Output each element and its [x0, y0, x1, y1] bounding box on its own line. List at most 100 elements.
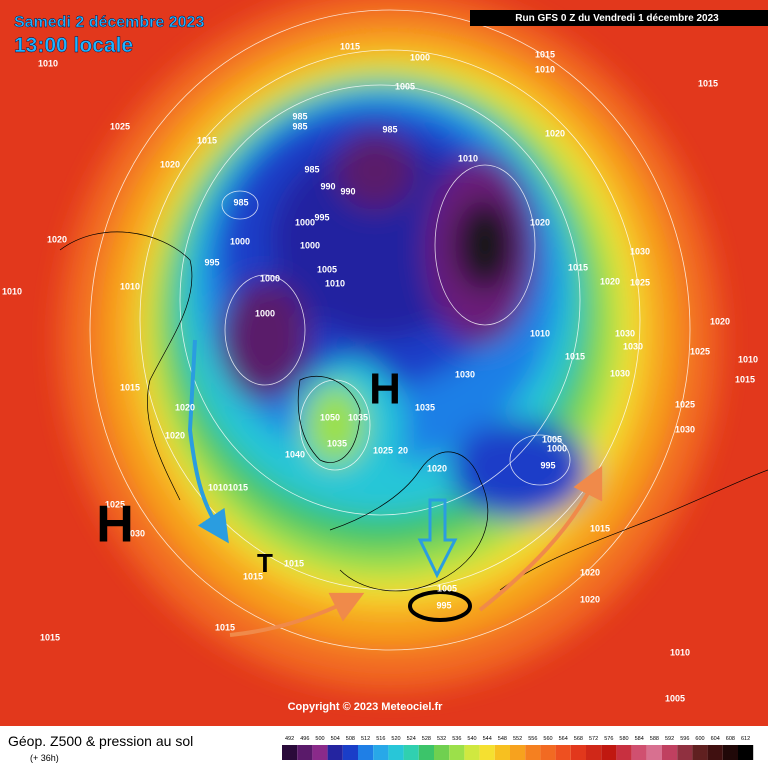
- pressure-label: 995: [436, 600, 451, 610]
- scale-swatch: [707, 745, 723, 760]
- scale-swatch: [555, 745, 571, 760]
- scale-swatch: [540, 745, 556, 760]
- scale-swatch: [616, 745, 632, 760]
- geopotential-field: [60, 0, 720, 690]
- pressure-label: 1030: [623, 341, 643, 351]
- scale-label: 576: [604, 736, 613, 742]
- pressure-label: 1015: [284, 558, 304, 568]
- pressure-label: 1010: [120, 281, 140, 291]
- pressure-label: 990: [320, 181, 335, 191]
- pressure-label: 1030: [615, 328, 635, 338]
- pressure-system: H: [369, 365, 401, 414]
- pressure-label: 1020: [175, 402, 195, 412]
- pressure-label: 1030: [675, 424, 695, 434]
- scale-label: 492: [285, 736, 294, 742]
- pressure-label: 1020: [427, 463, 447, 473]
- pressure-label: 985: [382, 124, 397, 134]
- scale-label: 532: [437, 736, 446, 742]
- scale-label: 580: [619, 736, 628, 742]
- pressure-label: 1025: [373, 445, 393, 455]
- footer-lead: (+ 36h): [30, 753, 59, 763]
- scale-label: 528: [422, 736, 431, 742]
- pressure-label: 1005: [542, 434, 562, 444]
- run-banner: [470, 10, 768, 26]
- scale-label: 560: [543, 736, 552, 742]
- pressure-label: 1025: [675, 399, 695, 409]
- pressure-label: 1010: [670, 647, 690, 657]
- scale-label: 536: [452, 736, 461, 742]
- pressure-label: 1030: [610, 368, 630, 378]
- scale-label: 600: [695, 736, 704, 742]
- pressure-label: 1025: [110, 121, 130, 131]
- pressure-label: 985: [292, 111, 307, 121]
- pressure-label: 1025: [630, 277, 650, 287]
- scale-label: 504: [331, 736, 340, 742]
- pressure-label: 1015: [120, 382, 140, 392]
- scale-swatch: [358, 745, 374, 760]
- scale-label: 508: [346, 736, 355, 742]
- scale-swatch: [494, 745, 510, 760]
- pressure-label: 1020: [580, 594, 600, 604]
- scale-swatch: [525, 745, 541, 760]
- pressure-label: 1030: [630, 246, 650, 256]
- pressure-label: 1015: [590, 523, 610, 533]
- pressure-label: 1010: [325, 278, 345, 288]
- pressure-label: 1000: [547, 443, 567, 453]
- pressure-label: 1010: [738, 354, 758, 364]
- pressure-label: 1015: [340, 41, 360, 51]
- pressure-label: 1030: [125, 528, 145, 538]
- pressure-label: 1015: [215, 622, 235, 632]
- scale-swatch: [662, 745, 678, 760]
- pressure-label: 1015: [535, 49, 555, 59]
- pressure-label: 1000: [300, 240, 320, 250]
- pressure-label: 1040: [285, 449, 305, 459]
- pressure-label: 1005: [437, 583, 457, 593]
- pressure-label: 1000: [260, 273, 280, 283]
- pressure-label: 990: [340, 186, 355, 196]
- scale-label: 612: [741, 736, 750, 742]
- pressure-label: 985: [304, 164, 319, 174]
- pressure-label: 1010: [535, 64, 555, 74]
- pressure-label: 1020: [545, 128, 565, 138]
- pressure-label: 1015: [40, 632, 60, 642]
- pressure-label: 995: [314, 212, 329, 222]
- pressure-system: T: [257, 548, 273, 578]
- scale-swatch: [418, 745, 434, 760]
- annotations: [187, 339, 603, 637]
- scale-swatch: [601, 745, 617, 760]
- scale-label: 520: [391, 736, 400, 742]
- scale-label: 556: [528, 736, 537, 742]
- scale-swatch: [510, 745, 526, 760]
- time: 13:00 locale: [14, 34, 133, 57]
- scale-swatch: [342, 745, 358, 760]
- scale-label: 588: [650, 736, 659, 742]
- scale-label: 524: [407, 736, 416, 742]
- pressure-label: 1010: [530, 328, 550, 338]
- pressure-label: 1010: [458, 153, 478, 163]
- pressure-label: 1015: [197, 135, 217, 145]
- pressure-label: 985: [292, 121, 307, 131]
- scale-label: 540: [467, 736, 476, 742]
- scale-label: 572: [589, 736, 598, 742]
- pressure-label: 985: [233, 197, 248, 207]
- pressure-label: 1050: [320, 412, 340, 422]
- pressure-label: 1015: [243, 571, 263, 581]
- pressure-label: 1015: [568, 262, 588, 272]
- pressure-label: 1005: [317, 264, 337, 274]
- scale-label: 512: [361, 736, 370, 742]
- scale-swatch: [646, 745, 662, 760]
- pressure-label: 1000: [230, 236, 250, 246]
- copyright: Copyright © 2023 Meteociel.fr: [288, 701, 444, 713]
- pressure-system: H: [96, 496, 134, 554]
- pressure-label: 1015: [735, 374, 755, 384]
- pressure-label: 1025: [690, 346, 710, 356]
- pressure-label: 1015: [698, 78, 718, 88]
- pressure-label: 1010: [38, 58, 58, 68]
- pressure-label: 1010: [2, 286, 22, 296]
- pressure-label: 1020: [160, 159, 180, 169]
- scale-label: 544: [483, 736, 492, 742]
- scale-swatch: [722, 745, 738, 760]
- scale-swatch: [282, 745, 298, 760]
